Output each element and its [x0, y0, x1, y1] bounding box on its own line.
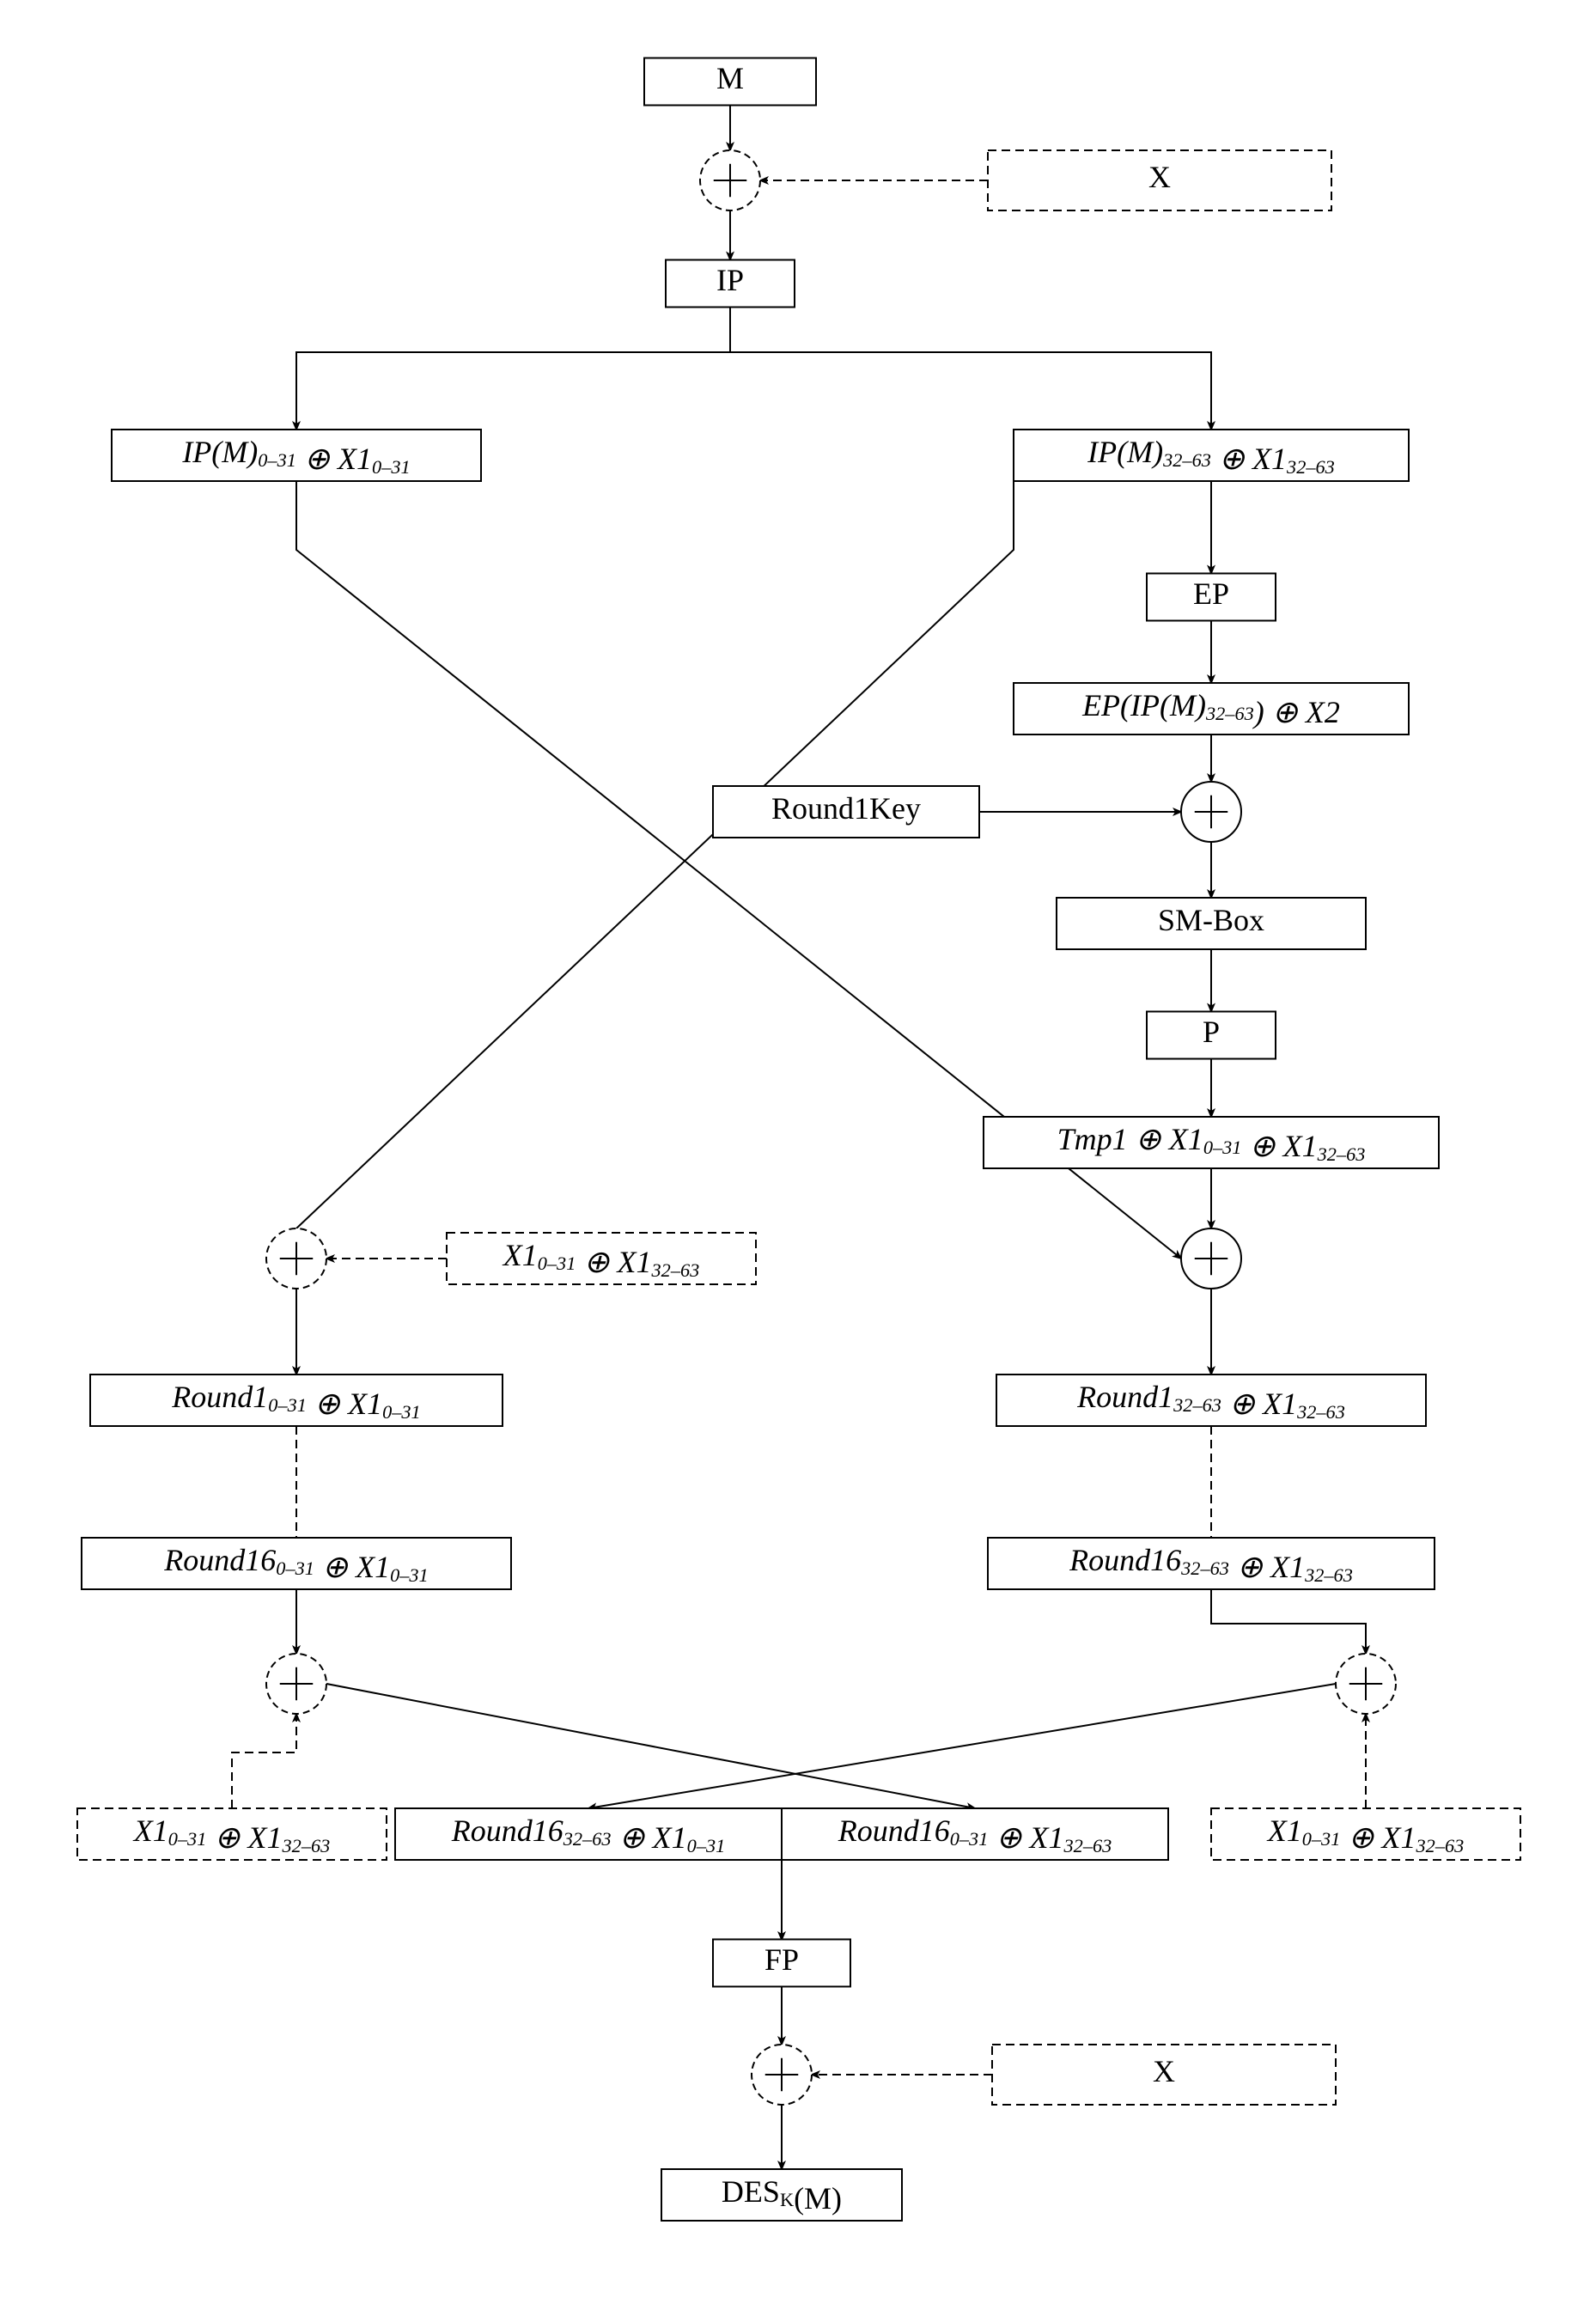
- node-plusR: [1181, 1228, 1241, 1289]
- node-plusBR: [1336, 1654, 1396, 1714]
- node-plusBot: [752, 2045, 812, 2105]
- node-SwapR: Round160–31 ⊕ X132–63: [782, 1808, 1168, 1860]
- node-Tmp: Tmp1 ⊕ X10–31 ⊕ X132–63: [984, 1117, 1439, 1168]
- node-Xbot: X: [992, 2045, 1336, 2105]
- edge-Rnd16R-plusBR: [1211, 1589, 1366, 1654]
- node-Xtop: X: [988, 150, 1331, 210]
- svg-text:FP: FP: [764, 1942, 799, 1977]
- node-P: P: [1147, 1012, 1276, 1059]
- edge-plusBL-SwapR: [326, 1684, 975, 1808]
- svg-text:EP: EP: [1193, 576, 1229, 611]
- edge-R0-plusL: [296, 481, 1014, 1228]
- node-plusKey: [1181, 782, 1241, 842]
- node-SwapL: Round1632–63 ⊕ X10–31: [395, 1808, 782, 1860]
- svg-text:P: P: [1203, 1015, 1220, 1049]
- node-XL: X10–31 ⊕ X132–63: [447, 1233, 756, 1284]
- edge-IP-L0: [296, 308, 730, 430]
- svg-text:M: M: [716, 61, 744, 95]
- node-L0: IP(M)0–31 ⊕ X10–31: [112, 430, 481, 481]
- node-Rnd16R: Round1632–63 ⊕ X132–63: [988, 1538, 1435, 1589]
- des-flowchart: M X IP IP(M)0–31 ⊕ X10–31 IP(M)32–63 ⊕ X132–…: [0, 0, 1596, 2298]
- node-Rnd1L: Round10–31 ⊕ X10–31: [90, 1375, 503, 1426]
- svg-text:X: X: [1148, 160, 1171, 194]
- node-DES: DESK(M): [661, 2169, 902, 2221]
- svg-text:SM-Box: SM-Box: [1158, 903, 1264, 937]
- node-SMBox: SM-Box: [1057, 898, 1366, 949]
- node-XBR: X10–31 ⊕ X132–63: [1211, 1808, 1520, 1860]
- node-M: M: [644, 58, 816, 106]
- edge-plusBR-SwapL: [588, 1684, 1336, 1808]
- node-plusBL: [266, 1654, 326, 1714]
- svg-text:Round1Key: Round1Key: [771, 791, 921, 826]
- node-XBL: X10–31 ⊕ X132–63: [77, 1808, 387, 1860]
- edge-IP-R0: [730, 308, 1211, 430]
- node-EPres: EP(IP(M)32–63) ⊕ X2: [1014, 683, 1409, 735]
- node-FP: FP: [713, 1940, 850, 1987]
- node-EP: EP: [1147, 574, 1276, 621]
- svg-text:IP: IP: [716, 263, 744, 297]
- svg-text:X: X: [1153, 2054, 1175, 2088]
- node-plusL: [266, 1228, 326, 1289]
- node-plusTop: [700, 150, 760, 210]
- node-R1Key: Round1Key: [713, 786, 979, 838]
- node-Rnd1R: Round132–63 ⊕ X132–63: [996, 1375, 1426, 1426]
- node-R0: IP(M)32–63 ⊕ X132–63: [1014, 430, 1409, 481]
- node-Rnd16L: Round160–31 ⊕ X10–31: [82, 1538, 511, 1589]
- node-IP: IP: [666, 260, 795, 308]
- edge-XBL-plusBL: [232, 1714, 296, 1808]
